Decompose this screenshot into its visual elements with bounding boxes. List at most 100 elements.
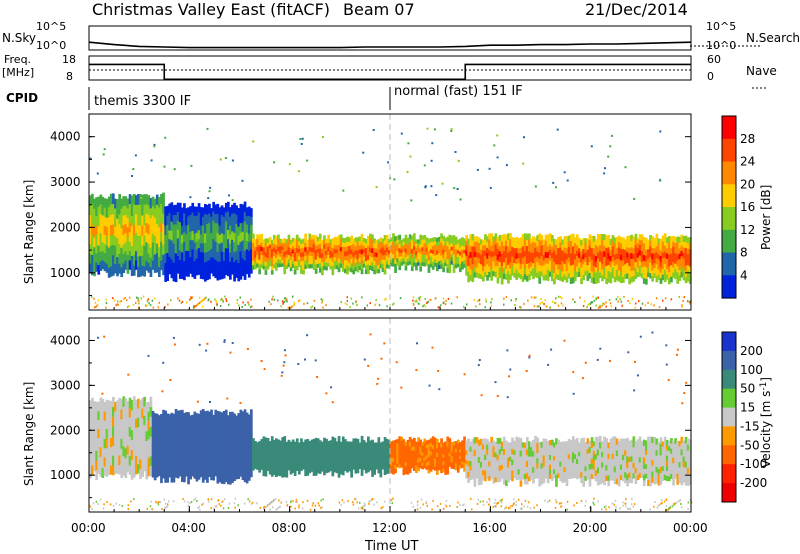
heat-cell <box>459 455 462 459</box>
heat-cell <box>373 269 376 275</box>
heat-cell <box>264 461 268 467</box>
heat-cell <box>594 475 598 482</box>
heat-cell <box>569 240 573 248</box>
heat-cell <box>408 253 412 258</box>
heat-cell <box>314 451 318 458</box>
heat-cell <box>678 253 682 260</box>
heat-cell <box>431 444 435 450</box>
heat-cell <box>517 442 521 449</box>
heat-cell <box>260 461 264 467</box>
heat-cell <box>615 237 619 243</box>
scatter-cell <box>412 299 414 302</box>
heat-cell <box>406 251 410 256</box>
heat-cell <box>615 263 619 270</box>
heat-cell <box>325 459 328 465</box>
heat-cell <box>153 413 157 422</box>
heat-cell <box>390 237 393 242</box>
heat-cell <box>172 430 176 440</box>
heat-cell <box>358 253 362 258</box>
heat-cell <box>684 259 688 266</box>
heat-cell <box>523 473 527 480</box>
heat-cell <box>450 448 454 453</box>
heat-cell <box>628 446 631 452</box>
heat-cell <box>611 251 615 257</box>
heat-cell <box>475 261 479 268</box>
heat-cell <box>258 239 261 246</box>
heat-cell <box>122 205 126 216</box>
heat-cell <box>93 427 96 437</box>
scatter-cell <box>374 303 377 306</box>
heat-cell <box>519 450 523 457</box>
heat-cell <box>559 269 562 276</box>
heat-cell <box>120 428 124 439</box>
heat-cell <box>636 454 640 460</box>
heat-cell <box>275 261 278 267</box>
heat-cell <box>626 473 629 481</box>
heat-cell <box>429 245 433 250</box>
heat-cell <box>548 459 552 465</box>
heat-cell <box>176 435 180 445</box>
heat-cell <box>390 457 393 462</box>
heat-cell <box>116 464 119 474</box>
heat-cell <box>415 453 418 458</box>
heat-cell <box>214 268 218 279</box>
heat-cell <box>118 445 121 456</box>
heat-cell <box>224 229 228 240</box>
heat-cell <box>304 264 307 270</box>
heat-cell <box>502 250 506 257</box>
heat-cell <box>227 423 230 433</box>
heat-cell <box>145 194 149 205</box>
heat-cell <box>563 257 567 264</box>
heat-cell <box>400 436 404 442</box>
heat-cell <box>170 464 174 474</box>
heat-cell <box>168 238 172 248</box>
heat-cell <box>193 469 197 479</box>
heat-cell <box>509 267 512 275</box>
heat-cell <box>421 458 425 463</box>
heat-cell <box>642 266 646 273</box>
heat-cell <box>444 237 447 242</box>
scatter-cell <box>424 298 426 300</box>
heat-cell <box>607 464 611 470</box>
heat-cell <box>149 266 153 277</box>
heat-cell <box>109 400 113 411</box>
heat-cell <box>525 443 529 450</box>
heat-cell <box>252 466 255 471</box>
heat-cell <box>187 267 190 277</box>
heat-cell <box>331 261 335 267</box>
heat-cell <box>446 469 450 475</box>
heat-cell <box>419 239 422 245</box>
heat-cell <box>277 452 280 458</box>
heat-cell <box>440 242 443 247</box>
heat-cell <box>546 451 550 458</box>
heat-cell <box>166 447 169 457</box>
heat-cell <box>195 206 199 216</box>
heat-cell <box>331 252 335 257</box>
heat-cell <box>477 237 481 243</box>
heat-cell <box>484 239 487 246</box>
heat-cell <box>410 457 414 462</box>
heat-cell <box>145 222 149 233</box>
heat-cell <box>287 443 291 448</box>
heat-cell <box>465 440 468 446</box>
heat-cell <box>617 452 621 459</box>
heat-cell <box>507 276 510 284</box>
heat-cell <box>617 275 621 282</box>
heat-cell <box>578 243 581 249</box>
heat-cell <box>408 463 412 469</box>
heat-cell <box>145 450 149 461</box>
heat-cell <box>245 265 249 275</box>
heat-cell <box>310 463 314 468</box>
heat-cell <box>647 442 650 450</box>
heat-cell <box>528 446 531 452</box>
heat-cell <box>191 453 195 462</box>
heat-cell <box>665 450 669 456</box>
heat-cell <box>396 250 399 255</box>
heat-cell <box>89 224 92 235</box>
heat-cell <box>584 266 588 272</box>
heat-cell <box>109 204 113 215</box>
heat-cell <box>513 252 516 259</box>
heat-cell <box>341 446 345 452</box>
heat-cell <box>521 442 525 448</box>
heat-cell <box>262 254 266 259</box>
